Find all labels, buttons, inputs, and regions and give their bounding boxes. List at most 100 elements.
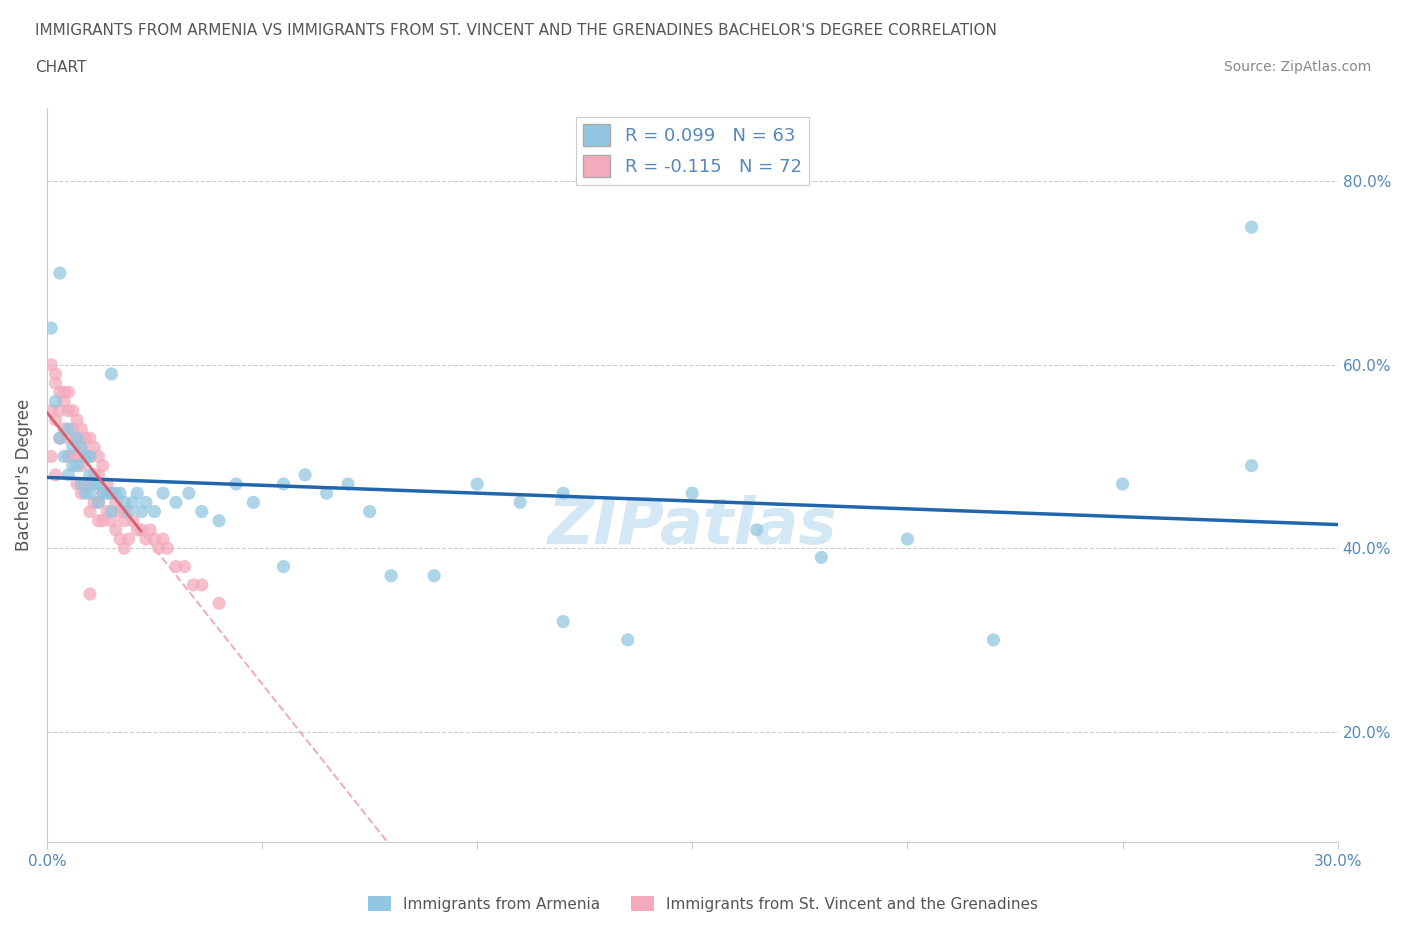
Point bbox=[58, 468, 80, 483]
Point bbox=[337, 476, 360, 491]
Point bbox=[53, 394, 76, 409]
Point bbox=[509, 495, 531, 510]
Point bbox=[83, 495, 105, 510]
Point bbox=[39, 404, 62, 418]
Point bbox=[58, 421, 80, 436]
Y-axis label: Bachelor's Degree: Bachelor's Degree bbox=[15, 399, 32, 551]
Point bbox=[225, 476, 247, 491]
Point bbox=[380, 568, 402, 583]
Point bbox=[49, 385, 72, 400]
Point bbox=[79, 431, 101, 445]
Point bbox=[191, 578, 214, 592]
Point bbox=[139, 523, 162, 538]
Point bbox=[135, 495, 157, 510]
Point bbox=[53, 385, 76, 400]
Point bbox=[127, 523, 149, 538]
Point bbox=[104, 495, 127, 510]
Point bbox=[70, 421, 93, 436]
Point bbox=[148, 540, 170, 555]
Point bbox=[53, 449, 76, 464]
Point bbox=[39, 321, 62, 336]
Point bbox=[1240, 458, 1263, 473]
Point bbox=[96, 476, 118, 491]
Point bbox=[79, 468, 101, 483]
Point bbox=[87, 495, 110, 510]
Point bbox=[242, 495, 264, 510]
Point bbox=[83, 468, 105, 483]
Point bbox=[143, 504, 166, 519]
Point bbox=[173, 559, 195, 574]
Point bbox=[75, 449, 97, 464]
Point bbox=[66, 458, 89, 473]
Point bbox=[44, 412, 66, 427]
Point bbox=[70, 476, 93, 491]
Point bbox=[359, 504, 381, 519]
Point bbox=[96, 504, 118, 519]
Point bbox=[79, 476, 101, 491]
Point bbox=[112, 495, 135, 510]
Point bbox=[66, 449, 89, 464]
Point bbox=[100, 485, 122, 500]
Point bbox=[131, 523, 153, 538]
Point bbox=[79, 449, 101, 464]
Point bbox=[896, 532, 918, 547]
Point bbox=[83, 440, 105, 455]
Point bbox=[39, 449, 62, 464]
Point bbox=[104, 523, 127, 538]
Point bbox=[181, 578, 204, 592]
Point bbox=[208, 596, 231, 611]
Point bbox=[91, 513, 114, 528]
Point bbox=[122, 495, 145, 510]
Point bbox=[70, 458, 93, 473]
Point bbox=[66, 476, 89, 491]
Legend: R = 0.099   N = 63, R = -0.115   N = 72: R = 0.099 N = 63, R = -0.115 N = 72 bbox=[576, 117, 808, 184]
Point bbox=[177, 485, 200, 500]
Point bbox=[39, 357, 62, 372]
Point bbox=[53, 421, 76, 436]
Point bbox=[131, 504, 153, 519]
Point bbox=[152, 532, 174, 547]
Point bbox=[273, 476, 295, 491]
Point bbox=[58, 404, 80, 418]
Point bbox=[100, 485, 122, 500]
Point bbox=[127, 485, 149, 500]
Point bbox=[87, 513, 110, 528]
Point bbox=[100, 504, 122, 519]
Legend: Immigrants from Armenia, Immigrants from St. Vincent and the Grenadines: Immigrants from Armenia, Immigrants from… bbox=[361, 889, 1045, 918]
Point bbox=[143, 532, 166, 547]
Point bbox=[108, 532, 131, 547]
Point bbox=[100, 366, 122, 381]
Point bbox=[117, 504, 139, 519]
Point bbox=[75, 476, 97, 491]
Point bbox=[553, 614, 575, 629]
Point bbox=[745, 523, 768, 538]
Point bbox=[79, 449, 101, 464]
Point bbox=[112, 504, 135, 519]
Point bbox=[810, 550, 832, 565]
Point bbox=[1240, 219, 1263, 234]
Point bbox=[152, 485, 174, 500]
Point bbox=[58, 449, 80, 464]
Point bbox=[44, 376, 66, 391]
Point bbox=[62, 404, 84, 418]
Point bbox=[91, 458, 114, 473]
Text: ZIPatlas: ZIPatlas bbox=[547, 495, 837, 557]
Point bbox=[135, 532, 157, 547]
Point bbox=[104, 485, 127, 500]
Point bbox=[66, 431, 89, 445]
Point bbox=[315, 485, 337, 500]
Point bbox=[70, 440, 93, 455]
Point bbox=[108, 504, 131, 519]
Point bbox=[122, 513, 145, 528]
Point bbox=[156, 540, 179, 555]
Point bbox=[423, 568, 446, 583]
Point bbox=[49, 431, 72, 445]
Point bbox=[165, 559, 187, 574]
Point bbox=[66, 412, 89, 427]
Point bbox=[100, 513, 122, 528]
Point bbox=[87, 476, 110, 491]
Point bbox=[616, 632, 638, 647]
Point bbox=[44, 468, 66, 483]
Point bbox=[465, 476, 488, 491]
Point bbox=[108, 485, 131, 500]
